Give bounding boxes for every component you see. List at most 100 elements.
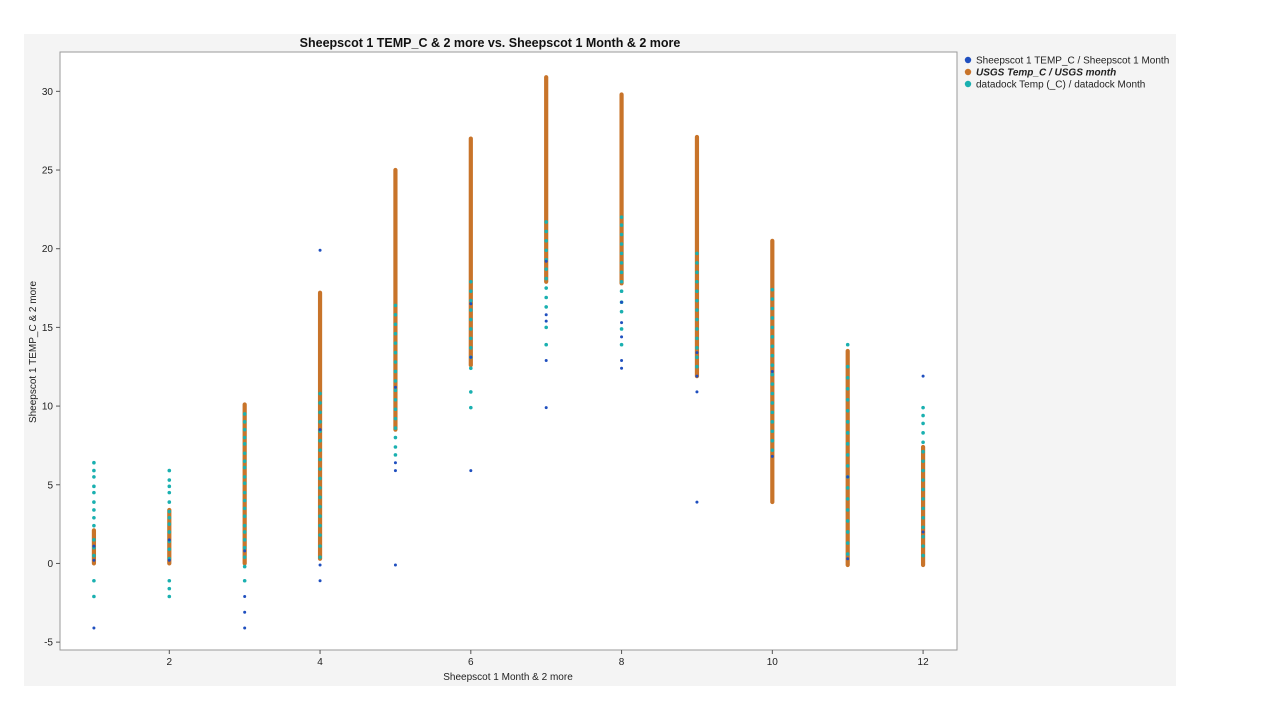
datadock-point xyxy=(921,459,925,463)
datadock-point xyxy=(845,497,850,501)
datadock-point xyxy=(393,445,398,449)
sheepscot-point xyxy=(243,626,247,630)
datadock-point xyxy=(167,516,172,520)
datadock-point xyxy=(845,530,850,534)
datadock-point xyxy=(695,336,699,341)
sheepscot-point xyxy=(544,358,548,362)
datadock-point xyxy=(845,420,850,424)
datadock-point xyxy=(544,239,548,243)
datadock-point xyxy=(318,495,322,500)
sheepscot-point xyxy=(695,390,699,394)
datadock-point xyxy=(770,306,775,311)
datadock-point xyxy=(469,308,473,312)
datadock-point xyxy=(619,327,624,331)
x-tick-label: 4 xyxy=(317,657,323,668)
datadock-point xyxy=(770,438,775,443)
sheepscot-point xyxy=(544,319,548,323)
datadock-point xyxy=(544,248,548,253)
sheepscot-point xyxy=(921,530,925,534)
datadock-point xyxy=(167,578,172,583)
datadock-point xyxy=(242,523,247,528)
datadock-point xyxy=(845,375,850,380)
datadock-point xyxy=(544,286,548,290)
sheepscot-point xyxy=(544,406,548,410)
datadock-point xyxy=(393,388,398,393)
sheepscot-point xyxy=(243,594,247,598)
datadock-point xyxy=(619,261,624,265)
sheepscot-point xyxy=(318,563,322,567)
sheepscot-point xyxy=(770,454,774,458)
datadock-point xyxy=(393,369,398,374)
sheepscot-point xyxy=(695,351,699,355)
datadock-point xyxy=(770,353,775,358)
sheepscot-point xyxy=(92,626,96,630)
datadock-point xyxy=(469,346,473,350)
datadock-point xyxy=(695,279,699,284)
datadock-point xyxy=(770,382,775,386)
datadock-point xyxy=(469,336,473,341)
sheepscot-point xyxy=(846,557,850,561)
datadock-point xyxy=(393,341,398,345)
datadock-point xyxy=(242,538,247,542)
datadock-point xyxy=(921,534,925,539)
legend-label-usgs: USGS Temp_C / USGS month xyxy=(976,68,1116,79)
sheepscot-point xyxy=(318,248,322,252)
datadock-point xyxy=(770,316,775,320)
datadock-point xyxy=(318,523,322,528)
y-axis-label: Sheepscot 1 TEMP_C & 2 more xyxy=(28,281,39,424)
datadock-point xyxy=(318,410,322,415)
datadock-point xyxy=(92,508,96,512)
datadock-point xyxy=(921,431,925,435)
datadock-point xyxy=(92,468,96,473)
datadock-point xyxy=(167,490,172,495)
datadock-point xyxy=(845,409,850,413)
legend-marker-datadock xyxy=(964,80,972,88)
datadock-point xyxy=(318,533,322,537)
datadock-point xyxy=(242,442,247,446)
datadock-point xyxy=(167,547,172,552)
datadock-point xyxy=(318,457,322,462)
datadock-point xyxy=(770,401,775,405)
datadock-point xyxy=(695,327,699,331)
datadock-point xyxy=(921,413,925,418)
datadock-point xyxy=(544,220,548,224)
sheepscot-point xyxy=(393,563,397,567)
datadock-point xyxy=(921,421,925,426)
sheepscot-point xyxy=(393,385,397,389)
datadock-point xyxy=(544,276,548,281)
datadock-point xyxy=(544,267,548,271)
legend: Sheepscot 1 TEMP_C / Sheepscot 1 Month U… xyxy=(964,56,1169,91)
datadock-point xyxy=(469,289,473,293)
datadock-point xyxy=(770,325,775,330)
datadock-point xyxy=(544,295,548,300)
datadock-point xyxy=(167,586,172,591)
datadock-point xyxy=(921,468,925,473)
sheepscot-point xyxy=(695,374,699,378)
sheepscot-point xyxy=(620,358,624,362)
datadock-point xyxy=(92,460,96,465)
sheepscot-point xyxy=(770,369,774,373)
x-tick-label: 6 xyxy=(468,657,474,668)
datadock-point xyxy=(92,594,96,599)
datadock-point xyxy=(318,438,322,443)
datadock-point xyxy=(695,289,699,293)
y-tick-label: 20 xyxy=(42,244,54,255)
sheepscot-point xyxy=(469,302,473,306)
datadock-point xyxy=(242,465,247,470)
datadock-point xyxy=(770,287,775,292)
scatter-chart: Sheepscot 1 TEMP_C & 2 more vs. Sheepsco… xyxy=(28,36,1169,683)
data-marks xyxy=(91,75,926,630)
datadock-point xyxy=(921,478,925,482)
datadock-point xyxy=(242,490,247,495)
datadock-point xyxy=(92,490,96,495)
datadock-point xyxy=(770,344,775,349)
datadock-point xyxy=(393,350,398,355)
datadock-point xyxy=(92,578,96,583)
datadock-point xyxy=(619,242,624,246)
datadock-point xyxy=(242,555,247,559)
datadock-point xyxy=(242,578,247,583)
datadock-point xyxy=(167,468,172,473)
datadock-point xyxy=(318,555,322,559)
y-tick-label: 15 xyxy=(42,323,54,334)
datadock-point xyxy=(921,553,925,558)
